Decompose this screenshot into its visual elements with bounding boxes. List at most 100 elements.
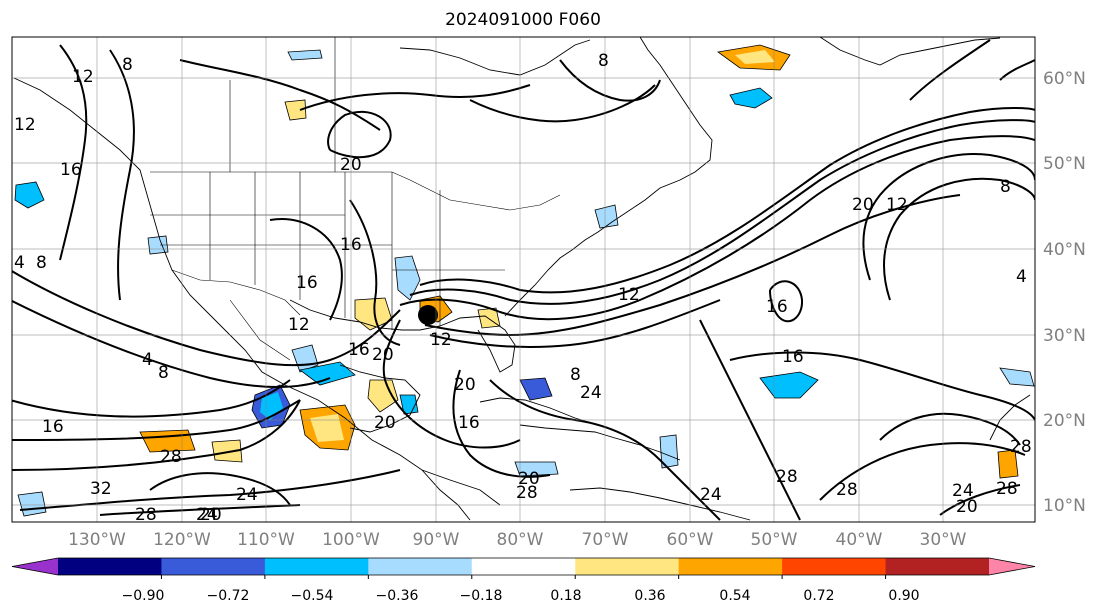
- contour-label: 12: [288, 315, 310, 335]
- shade-negative: [759, 371, 819, 399]
- plot-title: 2024091000 F060: [445, 10, 601, 30]
- contour-line: [12, 379, 291, 418]
- contour-label: 16: [458, 413, 480, 433]
- colorbar-extend-min: [12, 558, 58, 575]
- contour-label: 12: [886, 195, 908, 215]
- contour-label: 8: [36, 253, 47, 273]
- shade-positive: [367, 379, 399, 413]
- contour-label: 4: [14, 253, 25, 273]
- political-borders: [150, 37, 561, 361]
- contour-label: 28: [135, 505, 157, 525]
- contour-label: 16: [340, 235, 362, 255]
- contour-label: 32: [90, 479, 112, 499]
- contour-line: [729, 351, 1035, 421]
- lon-label: 40°W: [836, 530, 883, 550]
- contour-label: 20: [340, 155, 362, 175]
- contour-line: [99, 504, 301, 516]
- contour-label: 24: [580, 383, 602, 403]
- colorbar-outline: [11, 557, 1036, 576]
- coastline-south-america: [569, 487, 751, 521]
- contour-line: [559, 59, 661, 102]
- contour-line: [109, 49, 135, 301]
- lat-label: 30°N: [1043, 326, 1086, 346]
- colorbar-tick-label: 0.54: [719, 588, 750, 604]
- contour-label: 24: [236, 485, 258, 505]
- border-us-mexico: [171, 269, 301, 316]
- contour-line: [769, 280, 804, 323]
- colorbar-tick-label: −0.72: [207, 588, 250, 604]
- colorbar-segment: [471, 558, 576, 575]
- coastline-cuba: [479, 397, 589, 423]
- colorbar-segment: [782, 558, 887, 575]
- lat-label: 40°N: [1043, 240, 1086, 260]
- colorbar: [11, 557, 1036, 579]
- colorbar-tick-label: −0.18: [460, 588, 503, 604]
- colorbar-extend-max: [989, 558, 1035, 575]
- colorbar-tick-label: 0.18: [550, 588, 581, 604]
- contour-line: [59, 44, 88, 261]
- contour-label: 20: [956, 497, 978, 517]
- shade-positive: [735, 50, 775, 64]
- contour-label: 20: [852, 195, 874, 215]
- coastline-yucatan: [339, 364, 421, 433]
- contour-line: [883, 177, 1035, 301]
- contour-label: 20: [372, 345, 394, 365]
- contour-label: 20: [374, 413, 396, 433]
- lon-label: 30°W: [920, 530, 967, 550]
- colorbar-tick-label: 0.90: [888, 588, 919, 604]
- lat-label: 20°N: [1043, 411, 1086, 431]
- lon-label: 130°W: [68, 530, 126, 550]
- contour-line: [939, 484, 1021, 516]
- contour-line: [399, 135, 1035, 321]
- contour-label: 12: [72, 67, 94, 87]
- colorbar-tick-label: −0.90: [122, 588, 165, 604]
- contour-line: [12, 299, 331, 388]
- colorbar-segment: [58, 558, 162, 575]
- contour-line: [299, 84, 531, 111]
- lon-label: 110°W: [237, 530, 295, 550]
- colorbar-segment: [264, 558, 369, 575]
- contour-label: 4: [142, 350, 153, 370]
- lon-label: 50°W: [751, 530, 798, 550]
- colorbar-tick-label: 0.36: [634, 588, 665, 604]
- contour-line: [269, 218, 343, 321]
- contour-label: 12: [430, 330, 452, 350]
- contour-line: [819, 442, 1026, 501]
- contour-label: 28: [776, 467, 798, 487]
- contour-label: 16: [766, 297, 788, 317]
- shade-negative: [287, 49, 323, 61]
- contour-label: 28: [836, 480, 858, 500]
- contour-line: [327, 110, 392, 159]
- contour-line: [419, 107, 1035, 294]
- contour-line: [909, 39, 991, 101]
- contour-label: 28: [1010, 437, 1032, 457]
- contour-label: 20: [454, 375, 476, 395]
- contour-label: 28: [996, 479, 1018, 499]
- coastline-greenland: [819, 37, 1001, 66]
- coastline-central-america: [421, 469, 471, 521]
- contour-label: 16: [42, 417, 64, 437]
- colorbar-tick-label: −0.54: [291, 588, 334, 604]
- contour-label: 12: [618, 285, 640, 305]
- lon-label: 120°W: [153, 530, 211, 550]
- shaded-anomalies: [14, 44, 1035, 517]
- contour-line: [409, 119, 1035, 305]
- shade-negative: [999, 367, 1035, 387]
- shade-positive: [354, 297, 393, 331]
- contour-line: [349, 199, 401, 346]
- contour-line: [382, 319, 521, 449]
- contour-line: [12, 399, 301, 441]
- lat-label: 60°N: [1043, 69, 1086, 89]
- contour-line: [149, 472, 291, 506]
- gridlines: [12, 37, 1035, 522]
- colorbar-segment: [678, 558, 783, 575]
- contour-label: 4: [1016, 267, 1027, 287]
- contour-line: [12, 399, 301, 471]
- lon-label: 60°W: [667, 530, 714, 550]
- coastline-gulf: [289, 299, 516, 373]
- shade-negative: [299, 361, 356, 386]
- contour-line: [879, 412, 1021, 446]
- lon-label: 100°W: [322, 530, 380, 550]
- shade-negative: [394, 255, 421, 301]
- contour-lines: [12, 39, 1035, 521]
